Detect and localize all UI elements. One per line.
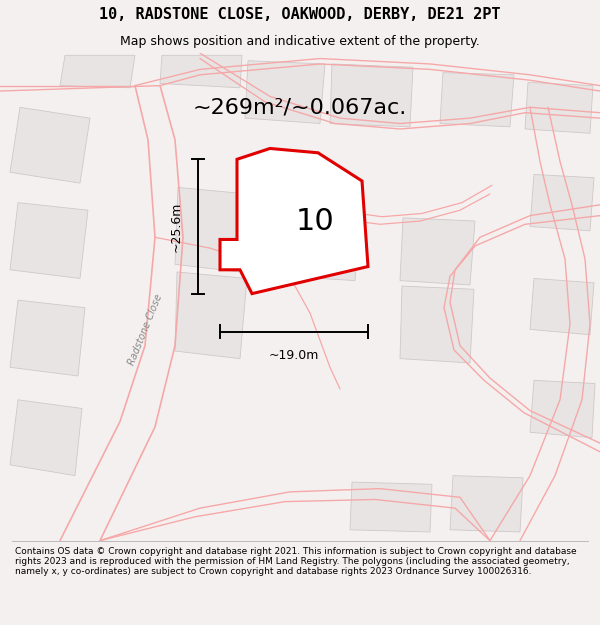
Text: ~19.0m: ~19.0m bbox=[269, 349, 319, 362]
Text: Contains OS data © Crown copyright and database right 2021. This information is : Contains OS data © Crown copyright and d… bbox=[15, 546, 577, 576]
Polygon shape bbox=[530, 279, 594, 335]
Text: Radstone Close: Radstone Close bbox=[126, 292, 164, 366]
Polygon shape bbox=[530, 174, 594, 231]
Polygon shape bbox=[175, 188, 248, 272]
Text: 10: 10 bbox=[296, 206, 334, 236]
Polygon shape bbox=[10, 300, 85, 376]
Polygon shape bbox=[60, 55, 135, 88]
Polygon shape bbox=[175, 272, 247, 359]
Polygon shape bbox=[10, 107, 90, 183]
Polygon shape bbox=[450, 476, 523, 532]
Polygon shape bbox=[440, 72, 514, 127]
Polygon shape bbox=[10, 400, 82, 476]
Polygon shape bbox=[350, 482, 432, 532]
Polygon shape bbox=[400, 217, 475, 285]
Polygon shape bbox=[160, 55, 242, 88]
Text: 10, RADSTONE CLOSE, OAKWOOD, DERBY, DE21 2PT: 10, RADSTONE CLOSE, OAKWOOD, DERBY, DE21… bbox=[99, 7, 501, 22]
Text: Map shows position and indicative extent of the property.: Map shows position and indicative extent… bbox=[120, 35, 480, 48]
Polygon shape bbox=[525, 82, 593, 133]
Polygon shape bbox=[245, 61, 325, 124]
Text: ~269m²/~0.067ac.: ~269m²/~0.067ac. bbox=[193, 98, 407, 118]
Polygon shape bbox=[400, 286, 474, 363]
Polygon shape bbox=[10, 202, 88, 279]
Text: ~25.6m: ~25.6m bbox=[170, 201, 182, 252]
Polygon shape bbox=[330, 64, 413, 127]
Polygon shape bbox=[530, 380, 595, 438]
Polygon shape bbox=[270, 217, 360, 281]
Polygon shape bbox=[220, 149, 368, 294]
